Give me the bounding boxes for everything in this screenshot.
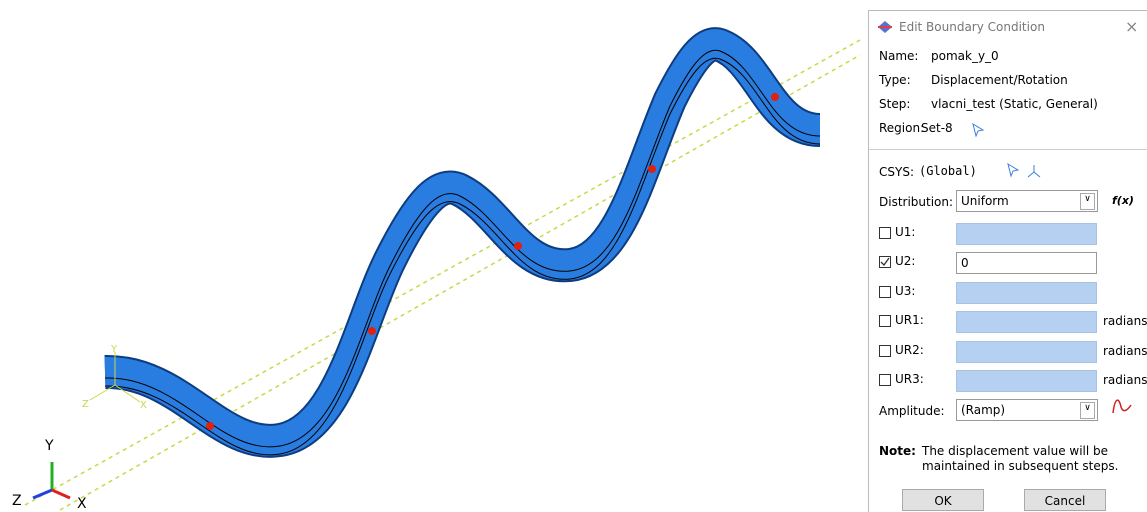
field-value: vlacni_test (Static, General) bbox=[931, 97, 1098, 111]
triad-x: X bbox=[77, 496, 87, 511]
checkbox[interactable] bbox=[879, 227, 891, 239]
bc-markers bbox=[206, 93, 779, 430]
amplitude-icon[interactable] bbox=[1111, 397, 1133, 415]
note-line: maintained in subsequent steps. bbox=[922, 459, 1119, 473]
distribution-value: Uniform bbox=[961, 194, 1009, 208]
dof-input bbox=[956, 370, 1097, 392]
dof-label: U2: bbox=[895, 254, 916, 269]
field-value: Set-8 bbox=[921, 121, 953, 135]
dialog: Edit Boundary Condition × Name: pomak_y_0… bbox=[868, 10, 1147, 512]
select-icon[interactable] bbox=[971, 123, 985, 137]
amplitude-label: Amplitude: bbox=[879, 404, 945, 418]
guide-line bbox=[24, 39, 861, 506]
local-x: X bbox=[140, 400, 147, 411]
distribution-label: Distribution: bbox=[879, 195, 954, 209]
dof-input bbox=[956, 340, 1097, 363]
amplitude-value: (Ramp) bbox=[961, 403, 1006, 417]
ok-button[interactable]: OK bbox=[902, 489, 984, 511]
csys-value: (Global) bbox=[919, 164, 977, 178]
separator bbox=[869, 149, 1147, 150]
note-line: The displacement value will be bbox=[922, 444, 1109, 458]
triad bbox=[32, 462, 71, 500]
checkbox[interactable] bbox=[879, 374, 891, 386]
dof-unit: radians bbox=[1103, 314, 1147, 329]
field-label: Name: bbox=[879, 49, 919, 63]
field-label: Type: bbox=[879, 73, 911, 87]
dof-input bbox=[956, 281, 1097, 304]
triad-z: Z bbox=[12, 493, 22, 509]
local-z: Z bbox=[82, 399, 89, 410]
dof-input bbox=[956, 223, 1097, 245]
dof-input[interactable]: 0 bbox=[956, 252, 1097, 275]
checkbox[interactable] bbox=[879, 256, 891, 269]
fx-button[interactable]: f(x) bbox=[1112, 194, 1134, 207]
local-triad bbox=[89, 352, 141, 403]
cancel-button[interactable]: Cancel bbox=[1024, 489, 1106, 511]
local-y: Y bbox=[110, 344, 118, 355]
beam bbox=[104, 27, 822, 458]
guide-line bbox=[59, 54, 861, 511]
csys-icons[interactable] bbox=[1006, 163, 1046, 179]
checkbox[interactable] bbox=[879, 315, 891, 328]
close-button[interactable]: × bbox=[1125, 17, 1139, 36]
dof-label: UR1: bbox=[895, 313, 924, 328]
field-label: Region: bbox=[879, 121, 925, 135]
dof-input bbox=[956, 311, 1097, 334]
dialog-title: Edit Boundary Condition bbox=[899, 20, 1045, 34]
note-label: Note: bbox=[879, 444, 916, 458]
field-value: pomak_y_0 bbox=[931, 49, 999, 63]
dof-label: UR2: bbox=[895, 342, 924, 357]
checkbox[interactable] bbox=[879, 285, 891, 298]
checkbox[interactable] bbox=[879, 344, 891, 357]
dof-label: UR3: bbox=[895, 372, 924, 386]
viewport: Y Z X Y Z X bbox=[12, 27, 861, 511]
triad-y: Y bbox=[44, 438, 54, 454]
csys-label: CSYS: bbox=[879, 165, 914, 179]
dof-unit: radians bbox=[1103, 373, 1147, 387]
field-label: Step: bbox=[879, 97, 911, 111]
dof-label: U1: bbox=[895, 225, 916, 239]
dof-unit: radians bbox=[1103, 343, 1147, 358]
field-value: Displacement/Rotation bbox=[931, 73, 1068, 87]
distribution-select[interactable]: Uniform ∨ bbox=[956, 190, 1098, 212]
amplitude-select[interactable]: (Ramp) ∨ bbox=[956, 399, 1098, 421]
title-icon bbox=[878, 21, 892, 33]
dof-label: U3: bbox=[895, 283, 916, 298]
